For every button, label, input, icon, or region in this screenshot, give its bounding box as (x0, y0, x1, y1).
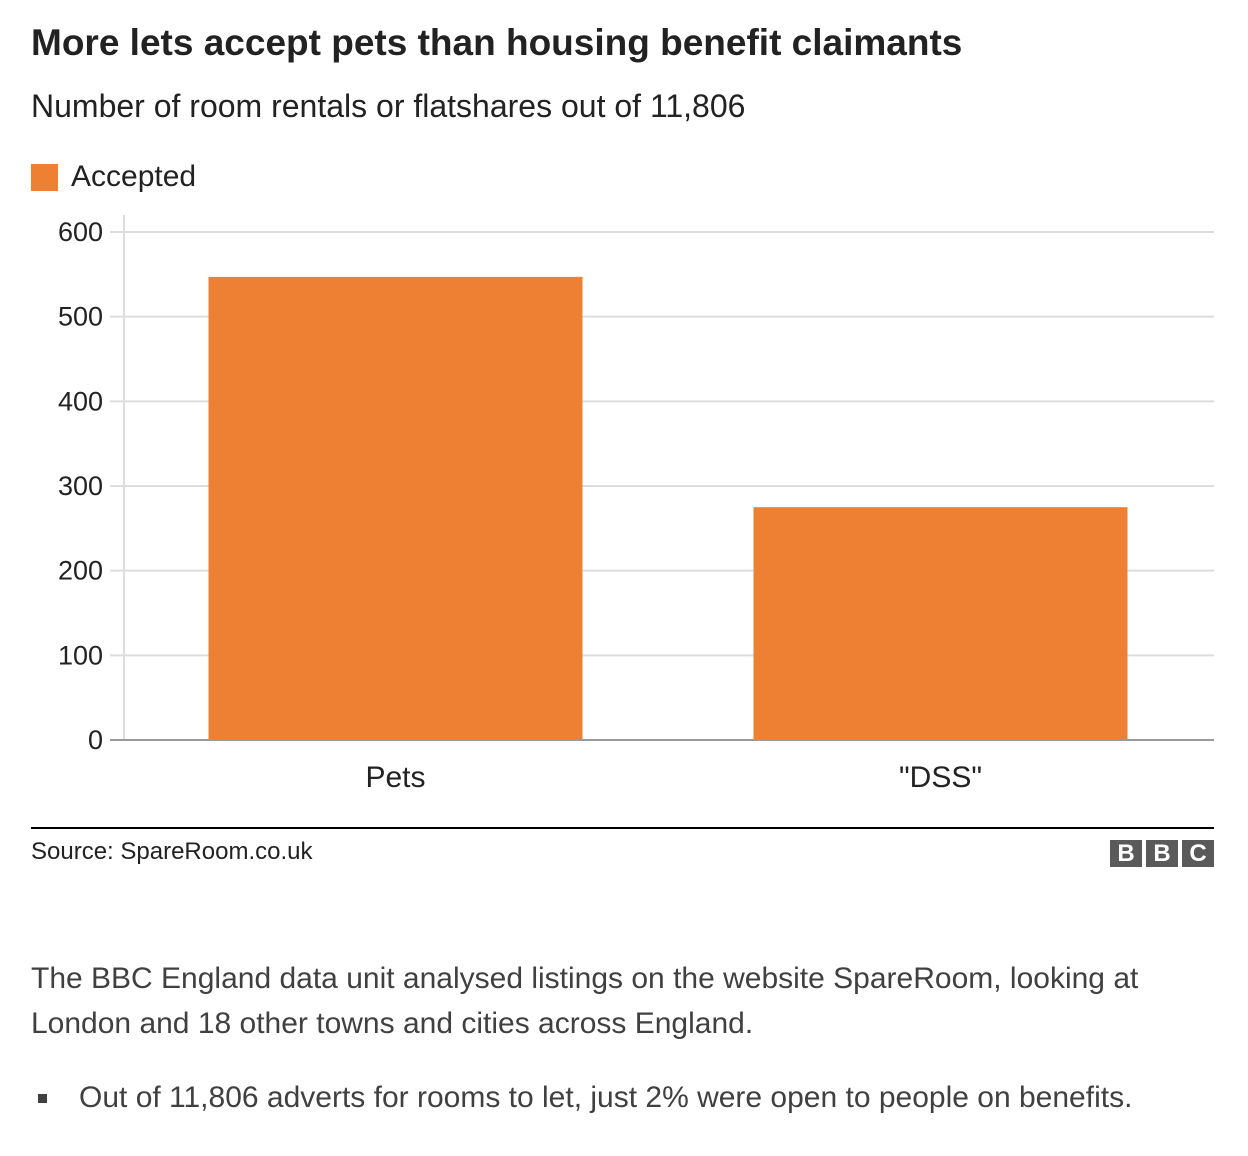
bullet-text: Out of 11,806 adverts for rooms to let, … (79, 1081, 1133, 1114)
y-tick-label: 200 (58, 556, 103, 586)
source-note: Source: SpareRoom.co.uk (31, 838, 313, 865)
bbc-logo-letter-1: B (1110, 840, 1142, 867)
y-tick-label: 100 (58, 640, 103, 670)
legend: Accepted (31, 158, 196, 196)
bar-chart: 0 100 200 300 400 500 600 Pets "DSS" (58, 215, 1214, 794)
bbc-logo-letter-2: B (1146, 840, 1178, 867)
article-paragraph: The BBC England data unit analysed listi… (31, 962, 1139, 1040)
legend-label: Accepted (71, 160, 197, 193)
bbc-logo: B B C (1110, 840, 1214, 867)
article-bullet: Out of 11,806 adverts for rooms to let, … (31, 1081, 1226, 1115)
y-axis-ticks: 0 100 200 300 400 500 600 (58, 217, 103, 755)
x-tick-label: "DSS" (899, 761, 982, 794)
y-tick-label: 300 (58, 471, 103, 501)
y-tick-label: 600 (58, 217, 103, 247)
bar-2 (753, 507, 1128, 740)
chart-subtitle: Number of room rentals or flatshares out… (31, 88, 746, 124)
bullet-marker (38, 1093, 47, 1103)
chart-title: More lets accept pets than housing benef… (31, 22, 963, 63)
bars (208, 276, 1128, 740)
x-axis-labels: Pets "DSS" (365, 761, 982, 794)
bar-1 (208, 276, 583, 740)
y-tick-label: 400 (58, 386, 103, 416)
x-tick-label: Pets (365, 761, 425, 794)
y-tick-label: 500 (58, 302, 103, 332)
footer-divider (31, 827, 1214, 829)
bbc-logo-letter-3: C (1182, 840, 1214, 867)
legend-swatch (31, 163, 58, 191)
y-tick-label: 0 (88, 725, 103, 755)
